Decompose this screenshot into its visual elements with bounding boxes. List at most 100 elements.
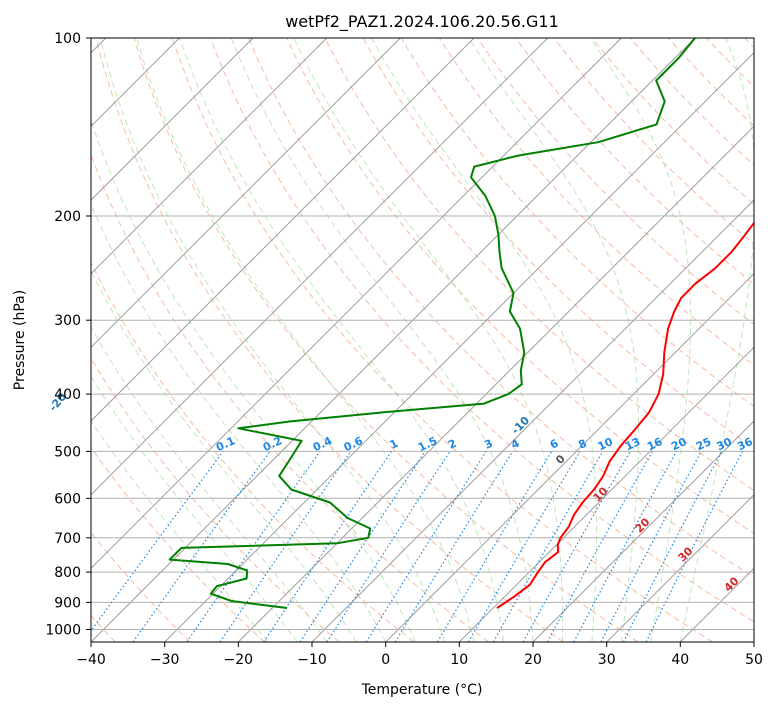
isotherm-line — [458, 346, 754, 642]
y-tick-label: 700 — [54, 531, 81, 547]
mixing-ratio-label: 20 — [669, 435, 689, 453]
isotherm-line — [237, 125, 754, 642]
x-tick-label: −20 — [224, 652, 254, 668]
x-tick-label: −40 — [76, 652, 106, 668]
dry-adiabat-line — [553, 38, 754, 245]
x-tick-label: 50 — [745, 652, 763, 668]
isotherm-line — [679, 567, 754, 642]
dry-adiabat-line — [515, 38, 754, 285]
adiabat-label: 10 — [591, 484, 611, 504]
mixing-ratio-label: 36 — [735, 435, 755, 453]
x-tick-label: 10 — [450, 652, 468, 668]
adiabat-label: 30 — [676, 544, 696, 564]
mixing-ratio-line — [436, 451, 553, 642]
moist-adiabat-line — [99, 38, 446, 642]
moist-adiabat-line — [179, 38, 504, 642]
y-tick-label: 500 — [54, 444, 81, 460]
mixing-ratio-label: 3 — [482, 437, 494, 452]
isotherm-line — [385, 272, 754, 642]
moist-adiabat-line — [91, 203, 387, 642]
mixing-ratio-line — [467, 451, 581, 642]
dry-adiabat-line — [91, 531, 191, 642]
isotherm-line — [164, 51, 754, 642]
y-tick-label: 300 — [54, 313, 81, 329]
line-labels: 0.10.20.40.611.52346810131620253036-100-… — [46, 390, 755, 594]
moist-adiabat-line — [371, 38, 598, 642]
dry-adiabat-line — [91, 357, 340, 642]
x-tick-label: 20 — [524, 652, 542, 668]
y-axis-label: Pressure (hPa) — [12, 290, 28, 390]
x-tick-label: 0 — [381, 652, 390, 668]
profile-lines — [168, 38, 754, 609]
mixing-ratio-label: 6 — [548, 437, 561, 452]
isotherm-line — [311, 199, 754, 642]
moist-adiabat-line — [679, 38, 754, 642]
moist-adiabat-line — [293, 38, 564, 642]
adiabat-label: 0 — [553, 452, 568, 467]
temperature-profile — [496, 221, 754, 609]
adiabat-label: 20 — [633, 515, 653, 535]
mixing-ratio-line — [132, 451, 271, 642]
dry-adiabat-line — [95, 38, 564, 642]
x-axis-label: Temperature (°C) — [361, 682, 483, 698]
chart-title: wetPf2_PAZ1.2024.106.20.56.G11 — [285, 12, 559, 32]
mixing-ratio-line — [573, 451, 678, 642]
mixing-ratio-label: 25 — [694, 435, 713, 453]
isotherm-line — [532, 420, 754, 642]
mixing-ratio-label: 10 — [596, 435, 616, 453]
dry-adiabat-line — [91, 261, 415, 642]
dry-adiabat-line — [248, 38, 754, 578]
dry-adiabat-line — [706, 38, 754, 88]
moist-adiabat-line — [230, 38, 534, 642]
mixing-ratio-label: 1 — [388, 437, 400, 452]
isotherm-line — [91, 38, 549, 496]
dry-adiabat-line — [91, 153, 489, 642]
moist-adiabat-line — [91, 326, 328, 642]
isotherm-line — [753, 641, 754, 642]
dry-adiabat-line — [629, 38, 754, 166]
mixing-ratio-label: 30 — [715, 435, 735, 453]
mixing-ratio-line — [365, 451, 487, 642]
mixing-ratio-label: 13 — [623, 435, 642, 453]
mixing-ratio-line — [522, 451, 631, 642]
x-tick-label: −30 — [150, 652, 180, 668]
dry-adiabat-line — [324, 38, 754, 492]
mixing-ratio-line — [546, 451, 653, 642]
dry-adiabat-line — [591, 38, 754, 206]
mixing-ratio-label: 16 — [645, 435, 665, 453]
background-lines — [91, 38, 754, 642]
moist-adiabat-line — [91, 420, 269, 642]
isotherm-line — [91, 38, 622, 570]
x-tick-label: −10 — [297, 652, 327, 668]
dry-adiabat-line — [400, 38, 754, 408]
moist-adiabat-line — [468, 38, 639, 642]
plot-frame — [90, 37, 755, 643]
isotherm-line — [91, 38, 475, 422]
y-tick-label: 600 — [54, 491, 81, 507]
mixing-ratio-line — [91, 451, 224, 632]
mixing-ratio-label: 2 — [446, 437, 458, 452]
isotherm-line — [91, 38, 696, 642]
dry-adiabat-line — [477, 38, 754, 326]
isotherm-line — [91, 38, 254, 201]
mixing-ratio-line — [299, 451, 426, 642]
mixing-ratio-line — [186, 451, 321, 642]
dry-adiabat-line — [133, 38, 639, 642]
y-tick-label: 1000 — [45, 623, 81, 639]
moist-adiabat-line — [91, 269, 357, 642]
dry-adiabat-line — [744, 38, 754, 49]
dewpoint-profile — [168, 38, 696, 609]
moist-adiabat-line — [136, 38, 475, 642]
mixing-ratio-line — [263, 451, 392, 642]
y-tick-label: 200 — [54, 209, 81, 225]
x-tick-label: 40 — [671, 652, 689, 668]
dry-adiabat-line — [91, 446, 265, 642]
y-tick-label: 100 — [54, 31, 81, 47]
mixing-ratio-label: 4 — [509, 437, 522, 452]
y-tick-label: 800 — [54, 565, 81, 581]
mixing-ratio-line — [394, 451, 514, 642]
isotherm-line — [606, 493, 754, 642]
dry-adiabat-line — [362, 38, 754, 449]
